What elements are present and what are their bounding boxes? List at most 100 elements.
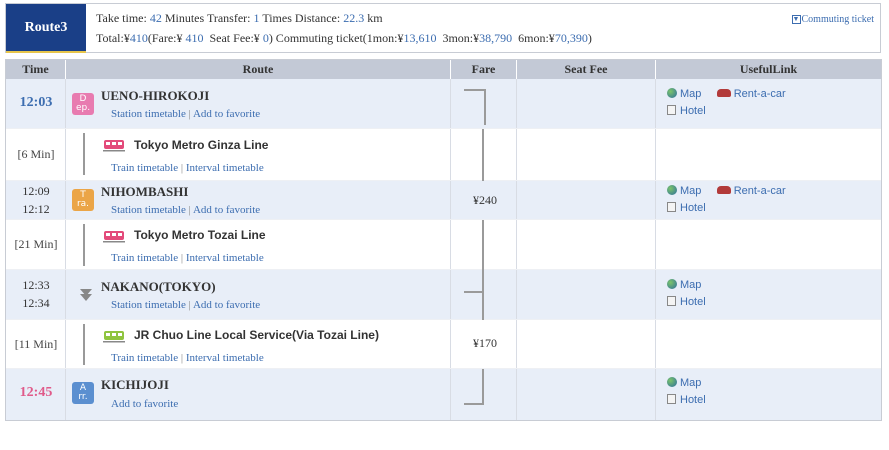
pass-through-icon [80,289,92,296]
interval-timetable-link[interactable]: Interval timetable [185,162,264,174]
take-time-value: 42 [149,11,162,25]
route-line [83,133,85,175]
line-name: Tokyo Metro Ginza Line [134,138,269,152]
link-separator: | [180,162,184,174]
map-text: Map [680,279,702,291]
route-label: Route3 [24,19,68,35]
hotel-text: Hotel [680,105,706,117]
times-label: Times [262,11,292,25]
train-timetable-link[interactable]: Train timetable [111,352,179,364]
line-name: JR Chuo Line Local Service(Via Tozai Lin… [134,328,379,342]
fare-bracket [482,129,484,181]
station-timetable-link[interactable]: Station timetable [111,108,186,120]
hotel-text: Hotel [680,296,706,308]
segment-duration: [21 Min] [14,237,58,251]
badge-bottom: rr. [78,392,88,402]
hotel-icon [667,296,676,306]
departure-time: 12:12 [22,202,50,216]
mon6-value: 70,390 [554,31,588,45]
rent-a-car-link[interactable]: Rent-a-car [716,88,786,100]
badge-top: A [79,383,87,393]
map-link[interactable]: Map [667,88,701,100]
hotel-link[interactable]: Hotel [667,105,706,117]
route-tab[interactable]: Route3 [6,4,86,53]
fare-label: (Fare:¥ [147,31,183,45]
download-icon: ▼ [791,15,801,25]
rent-a-car-link[interactable]: Rent-a-car [716,185,786,197]
col-useful-link: UsefulLink [656,60,881,79]
close-paren: ) [587,31,592,45]
station-timetable-link[interactable]: Station timetable [111,204,186,216]
arrival-time: 12:33 [22,278,50,292]
mon6-label: 6mon:¥ [518,31,555,45]
line-name: Tokyo Metro Tozai Line [134,228,266,242]
badge-top: T [80,190,86,200]
fare-bracket [464,89,486,125]
mon3-label: 3mon:¥ [442,31,480,45]
rent-a-car-text: Rent-a-car [733,185,786,197]
train-icon [103,231,125,243]
commuting-ticket-link[interactable]: ▼ Commuting ticket [791,14,875,25]
hotel-link[interactable]: Hotel [667,296,706,308]
distance-label: Distance: [294,11,341,25]
arrival-time: 12:45 [19,385,53,400]
total-value: 410 [129,31,148,45]
transfer-value: 1 [253,11,260,25]
station-name[interactable]: UENO-HIROKOJI [101,88,210,103]
station-timetable-link[interactable]: Station timetable [111,299,186,311]
map-text: Map [680,185,702,197]
segment-duration: [11 Min] [14,337,58,351]
segment-row-ginza: [6 Min] Tokyo Metro Ginza Line Train tim… [6,129,881,181]
distance-value: 22.3 [343,11,365,25]
col-fare: Fare [451,60,517,79]
station-name[interactable]: KICHIJOJI [101,377,169,392]
fare-bracket [482,220,484,270]
fare-bracket-tick [464,291,482,293]
map-link[interactable]: Map [667,377,701,389]
fare-amount: ¥170 [473,336,497,350]
fare-bracket [482,270,484,320]
mon1-value: 13,610 [403,31,437,45]
route-table: Time Route Fare Seat Fee UsefulLink 12:0… [5,59,882,421]
link-separator: | [188,204,191,216]
departure-time: 12:34 [22,296,50,310]
map-link[interactable]: Map [667,185,701,197]
add-favorite-link[interactable]: Add to favorite [111,398,179,410]
route-summary: Route3 Take time: 42 Minutes Transfer: 1… [5,3,881,53]
globe-icon [667,88,677,98]
transfer-label: Transfer: [206,11,251,25]
segment-duration: [6 Min] [17,147,55,161]
interval-timetable-link[interactable]: Interval timetable [185,352,264,364]
departure-time: 12:03 [19,95,53,110]
fare-amount: ¥240 [473,193,497,207]
add-favorite-link[interactable]: Add to favorite [192,204,261,216]
train-timetable-link[interactable]: Train timetable [111,252,179,264]
hotel-link[interactable]: Hotel [667,202,706,214]
commuting-ticket-text: Commuting ticket [801,14,875,25]
rent-a-car-text: Rent-a-car [733,88,786,100]
add-favorite-link[interactable]: Add to favorite [192,299,261,311]
train-icon [103,140,125,152]
link-separator: | [188,108,191,120]
summary-line-1: Take time: 42 Minutes Transfer: 1 Times … [96,11,383,26]
globe-icon [667,377,677,387]
map-link[interactable]: Map [667,279,701,291]
total-label: Total:¥ [96,31,130,45]
col-time: Time [6,60,66,79]
hotel-text: Hotel [680,394,706,406]
add-favorite-link[interactable]: Add to favorite [192,108,261,120]
summary-line-2: Total:¥410(Fare:¥ 410 Seat Fee:¥ 0) Comm… [96,31,592,46]
hotel-link[interactable]: Hotel [667,394,706,406]
interval-timetable-link[interactable]: Interval timetable [185,252,264,264]
train-timetable-link[interactable]: Train timetable [111,162,179,174]
station-name[interactable]: NAKANO(TOKYO) [101,279,216,294]
route-line [83,224,85,266]
station-name[interactable]: NIHOMBASHI [101,184,189,199]
car-icon [716,89,731,97]
arrival-time: 12:09 [22,184,50,198]
car-icon [716,186,731,194]
pass-through-icon [80,294,92,301]
